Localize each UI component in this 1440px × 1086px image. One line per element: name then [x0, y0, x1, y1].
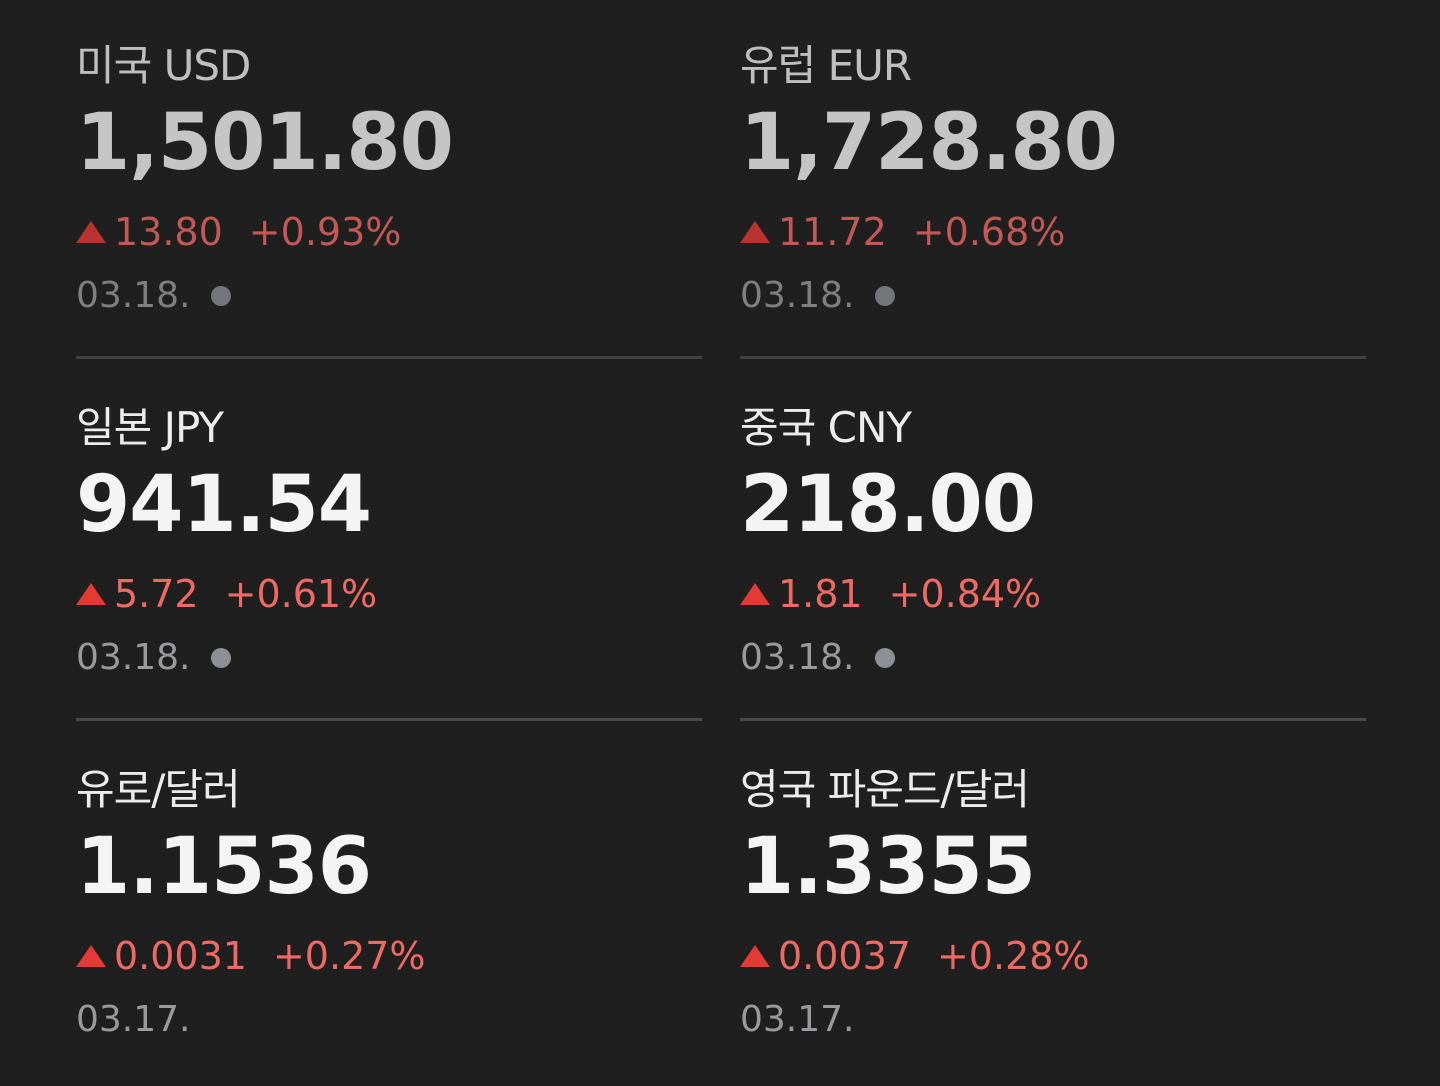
rate-card[interactable]: 영국 파운드/달러 1.3355 0.0037 +0.28% 03.17. [740, 724, 1366, 1086]
status-dot [210, 647, 231, 668]
separator [740, 718, 1366, 721]
rate-card[interactable]: 유럽 EUR 1,728.80 11.72 +0.68% 03.18. [740, 0, 1366, 362]
change-row: 0.0037 +0.28% [740, 934, 1090, 978]
date-row: 03.18. [740, 275, 895, 316]
up-arrow [76, 583, 106, 605]
change-value: 13.80 [114, 210, 223, 254]
currency-price: 941.54 [76, 460, 372, 550]
change-percent: +0.28% [936, 934, 1090, 978]
change-value: 11.72 [778, 210, 887, 254]
date: 03.18. [740, 637, 855, 678]
change-row: 1.81 +0.84% [740, 572, 1041, 616]
rate-card[interactable]: 중국 CNY 218.00 1.81 +0.84% 03.18. [740, 362, 1366, 724]
date: 03.18. [76, 637, 191, 678]
change-value: 5.72 [114, 572, 199, 616]
separator [740, 356, 1366, 359]
status-dot [210, 285, 231, 306]
date-row: 03.17. [76, 999, 191, 1040]
up-arrow [76, 945, 106, 967]
change-percent: +0.84% [888, 572, 1042, 616]
status-dot [874, 285, 895, 306]
date: 03.18. [740, 275, 855, 316]
change-percent: +0.68% [912, 210, 1066, 254]
change-value: 1.81 [778, 572, 863, 616]
up-arrow [740, 945, 770, 967]
change-value: 0.0031 [114, 934, 247, 978]
change-percent: +0.27% [272, 934, 426, 978]
currency-name: 유로/달러 [76, 765, 241, 814]
currency-price: 1.3355 [740, 822, 1036, 912]
date: 03.17. [740, 999, 855, 1040]
up-arrow [740, 583, 770, 605]
currency-price: 1.1536 [76, 822, 372, 912]
change-value: 0.0037 [778, 934, 911, 978]
change-row: 5.72 +0.61% [76, 572, 377, 616]
date-row: 03.18. [76, 637, 231, 678]
separator [76, 718, 702, 721]
currency-name: 유럽 EUR [740, 41, 912, 90]
date: 03.17. [76, 999, 191, 1040]
date-row: 03.17. [740, 999, 855, 1040]
change-percent: +0.61% [224, 572, 378, 616]
status-dot [874, 647, 895, 668]
rate-card[interactable]: 미국 USD 1,501.80 13.80 +0.93% 03.18. [76, 0, 702, 362]
currency-price: 1,728.80 [740, 98, 1118, 188]
date: 03.18. [76, 275, 191, 316]
currency-price: 218.00 [740, 460, 1036, 550]
change-row: 0.0031 +0.27% [76, 934, 426, 978]
rate-card[interactable]: 유로/달러 1.1536 0.0031 +0.27% 03.17. [76, 724, 702, 1086]
currency-name: 미국 USD [76, 41, 251, 90]
change-percent: +0.93% [248, 210, 402, 254]
currency-name: 일본 JPY [76, 403, 224, 452]
date-row: 03.18. [76, 275, 231, 316]
currency-name: 영국 파운드/달러 [740, 765, 1030, 814]
change-row: 13.80 +0.93% [76, 210, 401, 254]
up-arrow [740, 221, 770, 243]
date-row: 03.18. [740, 637, 895, 678]
currency-name: 중국 CNY [740, 403, 912, 452]
up-arrow [76, 221, 106, 243]
change-row: 11.72 +0.68% [740, 210, 1065, 254]
separator [76, 356, 702, 359]
currency-price: 1,501.80 [76, 98, 454, 188]
rate-card[interactable]: 일본 JPY 941.54 5.72 +0.61% 03.18. [76, 362, 702, 724]
